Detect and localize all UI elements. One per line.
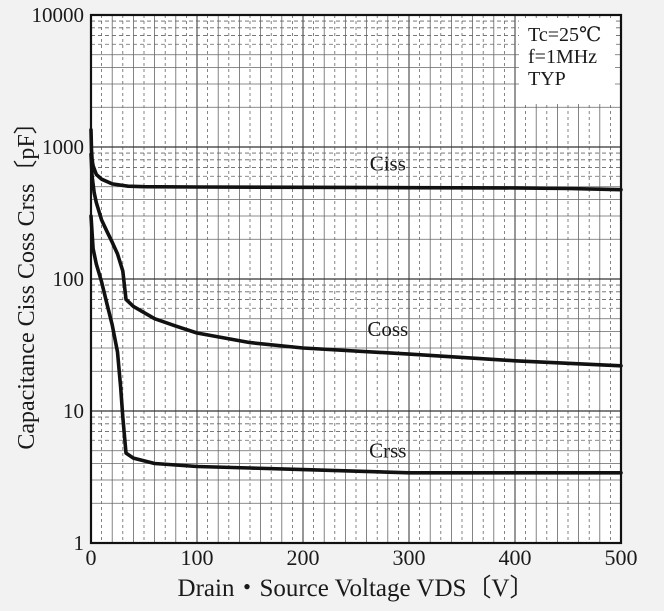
series-label-crss: Crss [369, 438, 406, 462]
y-tick-label: 100 [53, 267, 85, 291]
x-tick-label: 100 [181, 545, 214, 570]
x-tick-label: 300 [393, 545, 426, 570]
y-axis-label: Capacitance Ciss Coss Crss〔pF〕 [14, 110, 40, 449]
x-axis-label: Drain・Source Voltage VDS〔V〕 [178, 574, 535, 602]
y-tick-label: 1000 [42, 135, 84, 159]
condition-typ: TYP [528, 68, 566, 90]
x-tick-label: 400 [499, 545, 532, 570]
series-lines [89, 128, 623, 475]
y-tick-label: 10000 [32, 3, 85, 27]
x-tick-label: 500 [605, 545, 638, 570]
conditions-box: Tc=25℃ f=1MHz TYP [519, 18, 615, 104]
condition-frequency: f=1MHz [528, 46, 597, 68]
plot-frame [89, 13, 623, 545]
series-label-ciss: Ciss [370, 152, 406, 176]
series-labels: Ciss Coss Crss [367, 152, 408, 463]
series-label-coss: Coss [367, 317, 408, 341]
y-tick-label: 1 [74, 531, 85, 555]
series-line-crss [89, 214, 623, 475]
y-tick-label: 10 [63, 399, 84, 423]
x-tick-label: 200 [287, 545, 320, 570]
series-line-coss [89, 152, 623, 368]
tick-labels: 0 100 200 300 400 500 1 10 100 1000 10000 [32, 3, 638, 570]
condition-temperature: Tc=25℃ [528, 24, 601, 46]
x-tick-label: 0 [86, 545, 97, 570]
